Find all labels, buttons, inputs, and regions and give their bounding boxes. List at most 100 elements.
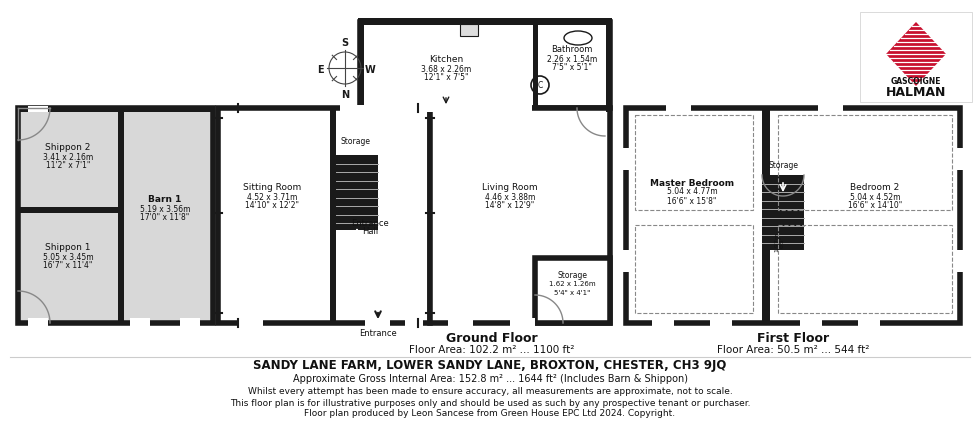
Text: E: E [317, 65, 323, 75]
Bar [340, 105, 392, 112]
Bar [238, 318, 263, 328]
Polygon shape [886, 22, 946, 86]
Bar [330, 108, 336, 168]
Bar [778, 225, 952, 313]
Text: 16'7" x 11'4": 16'7" x 11'4" [43, 261, 93, 271]
Text: C: C [537, 80, 543, 90]
Text: Hall: Hall [362, 227, 378, 236]
Text: 16'6" x 15'8": 16'6" x 15'8" [667, 197, 716, 206]
Text: Living Room: Living Room [482, 183, 538, 193]
Text: HALMAN: HALMAN [886, 87, 946, 99]
Bar [218, 108, 430, 323]
Text: Whilst every attempt has been made to ensure accuracy, all measurements are appr: Whilst every attempt has been made to en… [248, 388, 732, 396]
Bar [800, 318, 822, 328]
Text: 16'6" x 14'10": 16'6" x 14'10" [848, 202, 903, 211]
Text: 5.05 x 3.45m: 5.05 x 3.45m [43, 252, 93, 261]
Bar [118, 108, 124, 323]
Text: Storage: Storage [340, 137, 370, 146]
Text: 6'5": 6'5" [780, 235, 785, 248]
Bar [358, 18, 612, 25]
Text: 11'2" x 7'1": 11'2" x 7'1" [46, 161, 90, 170]
Text: 5.04 x 4.77m: 5.04 x 4.77m [666, 187, 717, 197]
Bar [18, 108, 213, 112]
Bar [762, 250, 770, 323]
Text: 3.68 x 2.26m: 3.68 x 2.26m [420, 65, 471, 74]
Text: 1.97m: 1.97m [774, 232, 779, 252]
Text: Sitting Room: Sitting Room [243, 183, 301, 193]
Bar [762, 108, 770, 213]
Bar [860, 12, 972, 102]
Bar [510, 318, 535, 328]
Bar [28, 106, 48, 112]
Bar [28, 318, 48, 328]
Text: Entrance: Entrance [351, 219, 389, 227]
Bar [622, 148, 630, 170]
Text: Storage: Storage [557, 271, 587, 280]
Text: 7'5" x 5'1": 7'5" x 5'1" [552, 63, 592, 73]
Text: 12'1" x 7'5": 12'1" x 7'5" [423, 74, 468, 83]
Bar [956, 250, 964, 272]
Text: This floor plan is for illustrative purposes only and should be used as such by : This floor plan is for illustrative purp… [229, 398, 751, 408]
Text: Floor plan produced by Leon Sancese from Green House EPC Ltd 2024. Copyright.: Floor plan produced by Leon Sancese from… [305, 409, 675, 418]
Bar [666, 105, 691, 112]
Bar [330, 108, 336, 323]
Bar [430, 108, 610, 323]
Bar [710, 318, 732, 328]
Bar [460, 24, 478, 36]
Text: 14'10" x 12'2": 14'10" x 12'2" [245, 202, 299, 211]
Text: Kitchen: Kitchen [429, 55, 464, 65]
Text: 17'0" x 11'8": 17'0" x 11'8" [140, 214, 189, 223]
Text: Entrance: Entrance [359, 330, 397, 339]
Bar [180, 318, 200, 328]
Bar [858, 318, 880, 328]
Text: SANDY LANE FARM, LOWER SANDY LANE, BROXTON, CHESTER, CH3 9JQ: SANDY LANE FARM, LOWER SANDY LANE, BROXT… [253, 359, 727, 372]
Bar [130, 318, 150, 328]
Text: Storage: Storage [768, 161, 798, 169]
Bar [778, 115, 952, 210]
Text: Floor Area: 50.5 m² ... 544 ft²: Floor Area: 50.5 m² ... 544 ft² [716, 345, 869, 355]
Bar [635, 115, 753, 210]
Text: GASCOIGNE: GASCOIGNE [891, 78, 941, 87]
Text: S: S [341, 38, 349, 48]
Bar [336, 155, 378, 230]
Text: 5.04 x 4.52m: 5.04 x 4.52m [850, 193, 901, 202]
Text: First Floor: First Floor [757, 331, 829, 344]
Bar [626, 108, 960, 323]
Text: Floor Area: 102.2 m² ... 1100 ft²: Floor Area: 102.2 m² ... 1100 ft² [410, 345, 574, 355]
Bar [652, 318, 674, 328]
Bar [18, 207, 118, 213]
Text: 4.52 x 3.71m: 4.52 x 3.71m [247, 193, 297, 202]
Text: Approximate Gross Internal Area: 152.8 m² ... 1644 ft² (Includes Barn & Shippon): Approximate Gross Internal Area: 152.8 m… [292, 374, 688, 384]
Bar [635, 225, 753, 313]
Text: Bathroom: Bathroom [552, 45, 593, 54]
Text: N: N [341, 90, 349, 100]
Bar [533, 22, 538, 108]
Text: 14'8" x 12'9": 14'8" x 12'9" [485, 202, 535, 211]
Bar [535, 258, 610, 323]
Text: 3.41 x 2.16m: 3.41 x 2.16m [43, 153, 93, 161]
Bar [622, 250, 630, 272]
Bar [606, 22, 612, 112]
Bar [762, 175, 804, 250]
Text: Shippon 1: Shippon 1 [45, 244, 91, 252]
Bar [358, 22, 364, 112]
Text: 1.62 x 1.26m: 1.62 x 1.26m [549, 281, 595, 287]
Bar [956, 148, 964, 170]
Bar [18, 108, 213, 323]
Text: Barn 1: Barn 1 [148, 195, 181, 205]
Text: 2.26 x 1.54m: 2.26 x 1.54m [547, 54, 597, 63]
Bar [405, 318, 423, 328]
Text: 4.46 x 3.88m: 4.46 x 3.88m [485, 193, 535, 202]
Text: 5.19 x 3.56m: 5.19 x 3.56m [140, 205, 190, 214]
Text: Master Bedroom: Master Bedroom [650, 178, 734, 187]
Bar [362, 105, 532, 112]
Text: W: W [365, 65, 375, 75]
Bar [365, 318, 390, 328]
Text: 5'4" x 4'1": 5'4" x 4'1" [554, 290, 590, 296]
Text: Ground Floor: Ground Floor [446, 331, 538, 344]
Bar [360, 22, 610, 108]
Bar [818, 105, 843, 112]
Bar [448, 318, 473, 328]
Text: Bedroom 2: Bedroom 2 [851, 183, 900, 193]
Text: Shippon 2: Shippon 2 [45, 144, 91, 153]
